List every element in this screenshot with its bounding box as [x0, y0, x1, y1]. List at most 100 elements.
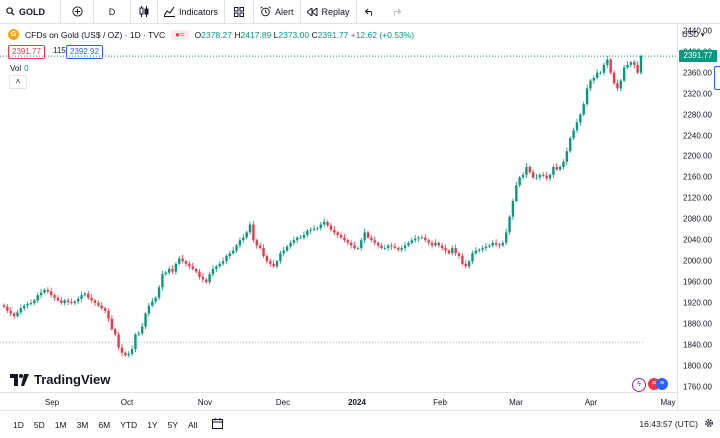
candle: [481, 245, 484, 253]
candle: [538, 173, 542, 181]
candle: [33, 298, 36, 306]
range-selector: 1D 5D 1M 3M 6M YTD 1Y 5Y All: [0, 420, 202, 430]
price-tick: 2240.00: [683, 131, 712, 141]
price-chart[interactable]: [0, 23, 677, 392]
compare-button[interactable]: [61, 0, 94, 23]
redo-icon: [391, 8, 401, 16]
alert-button[interactable]: Alert: [254, 0, 301, 23]
candle: [535, 173, 538, 181]
candle: [471, 250, 474, 265]
top-toolbar: GOLD D Indicators Alert Replay: [0, 0, 720, 24]
candle: [329, 222, 333, 232]
candle: [80, 291, 83, 302]
range-5d[interactable]: 5D: [33, 419, 45, 430]
candle: [585, 84, 589, 107]
candle: [235, 243, 238, 253]
candle: [565, 147, 569, 165]
candle: [198, 269, 201, 280]
chart-badges: ϟ ≡ ≡: [632, 378, 668, 392]
replay-button[interactable]: Replay: [301, 0, 357, 23]
range-5y[interactable]: 5Y: [167, 419, 178, 430]
undo-button[interactable]: [357, 0, 383, 23]
candle: [167, 266, 171, 275]
time-tick: May: [660, 398, 676, 407]
lightning-icon[interactable]: ϟ: [632, 378, 646, 392]
candle: [309, 227, 312, 234]
chart-type-button[interactable]: [131, 0, 158, 23]
candle: [228, 250, 232, 260]
candle: [279, 250, 282, 264]
candle: [430, 240, 434, 249]
range-1d[interactable]: 1D: [13, 419, 24, 430]
price-tick: 2040.00: [683, 235, 712, 245]
range-1m[interactable]: 1M: [54, 419, 67, 430]
range-all[interactable]: All: [188, 419, 198, 430]
candle: [599, 71, 602, 75]
interval-button[interactable]: D: [94, 0, 131, 23]
candle: [157, 284, 161, 301]
indicators-button[interactable]: Indicators: [158, 0, 226, 23]
symbol-search[interactable]: GOLD: [0, 0, 61, 23]
candle: [252, 220, 255, 243]
candle: [110, 315, 114, 331]
candle: [154, 296, 157, 304]
range-6m[interactable]: 6M: [98, 419, 111, 430]
price-axis[interactable]: USD ▾ 2440.002400.002360.002320.002280.0…: [677, 23, 720, 410]
flag-us-icon[interactable]: ≡: [656, 378, 668, 390]
candle: [609, 58, 612, 75]
range-ytd[interactable]: YTD: [120, 419, 138, 430]
tradingview-logo[interactable]: TradingView: [10, 372, 110, 387]
legend-eye-icon[interactable]: ●=: [171, 29, 189, 40]
collapse-legend-button[interactable]: ˄: [9, 75, 27, 89]
candle: [397, 246, 400, 252]
candle: [562, 159, 565, 170]
candle: [373, 236, 376, 246]
redo-button[interactable]: [383, 0, 409, 23]
sell-price-box[interactable]: 2391.77: [8, 45, 45, 59]
candle: [73, 299, 76, 306]
candle: [144, 311, 147, 330]
time-tick: 2024: [348, 398, 366, 407]
candle: [360, 237, 363, 251]
candle: [56, 295, 60, 302]
candle: [417, 236, 420, 242]
candle: [53, 293, 56, 301]
buy-price-box[interactable]: 2392.92: [66, 45, 103, 59]
candle: [582, 101, 585, 117]
candle: [130, 345, 134, 357]
brand-name: TradingView: [34, 372, 111, 387]
candle: [515, 181, 518, 203]
candle: [511, 198, 515, 220]
chart-pane[interactable]: [0, 23, 677, 410]
candle: [498, 242, 501, 249]
last-price-label: 2391.77: [679, 50, 717, 63]
time-tick: Dec: [275, 398, 291, 407]
settings-button[interactable]: [704, 418, 714, 430]
candle: [93, 298, 97, 307]
candle: [316, 226, 319, 231]
time-tick: Feb: [433, 398, 447, 407]
candle: [9, 307, 12, 317]
price-tick: 1800.00: [683, 361, 712, 371]
candle: [403, 241, 407, 252]
candle: [464, 260, 467, 269]
candle: [46, 287, 50, 294]
candle: [619, 79, 622, 92]
currency-label: USD: [682, 30, 699, 39]
layouts-button[interactable]: [225, 0, 255, 23]
candle: [194, 267, 198, 274]
clock-label[interactable]: 16:43:57 (UTC): [639, 419, 698, 429]
range-3m[interactable]: 3M: [76, 419, 89, 430]
undo-icon: [364, 8, 375, 16]
candle: [60, 296, 63, 306]
spread-value: 115: [53, 46, 66, 55]
price-tick: 1960.00: [683, 277, 712, 287]
scroll-handle[interactable]: [714, 66, 720, 90]
candle: [282, 247, 285, 257]
candle: [211, 265, 215, 277]
currency-selector[interactable]: USD ▾: [682, 30, 704, 39]
range-1y[interactable]: 1Y: [147, 419, 158, 430]
candle: [164, 271, 167, 276]
goto-date-button[interactable]: [212, 418, 224, 431]
time-axis[interactable]: Sep Oct Nov Dec 2024 Feb Mar Apr May: [0, 392, 677, 411]
